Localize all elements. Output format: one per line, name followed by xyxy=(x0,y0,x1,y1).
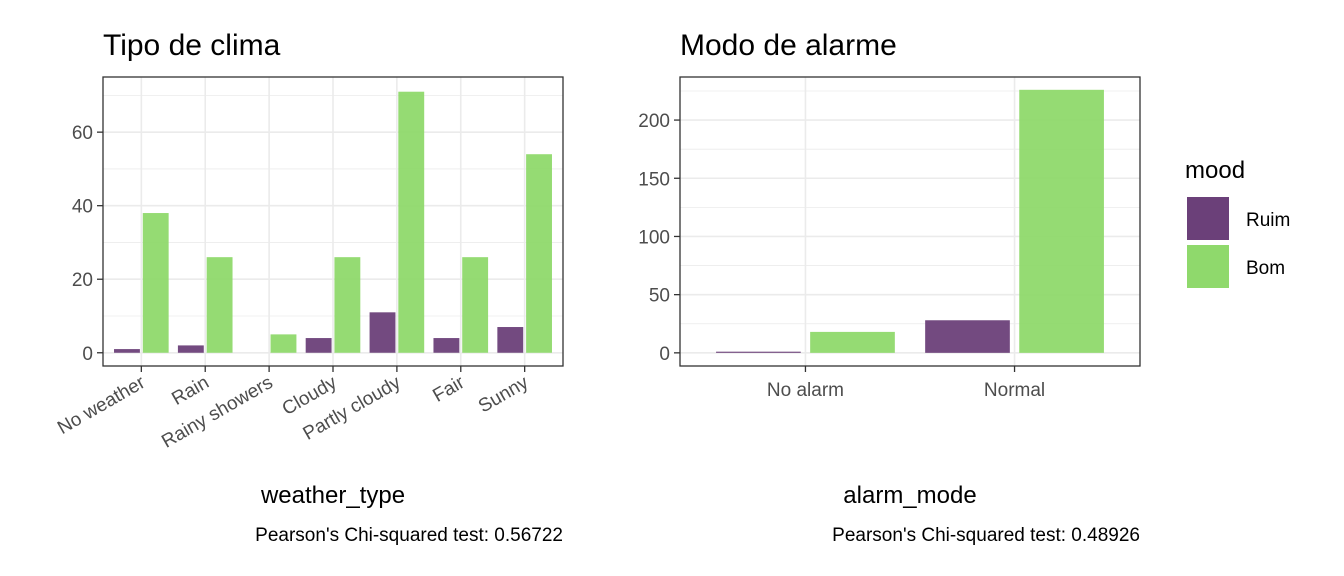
x-tick-label: Rain xyxy=(168,372,212,410)
bar-ruim xyxy=(177,345,204,353)
y-tick-label: 40 xyxy=(72,197,93,218)
x-tick-label: Normal xyxy=(984,380,1045,401)
x-tick-label: Rainy showers xyxy=(158,372,276,452)
chart-title: Modo de alarme xyxy=(680,29,897,62)
y-tick-label: 100 xyxy=(638,227,670,248)
bar-bom xyxy=(142,213,169,353)
x-tick-label: No weather xyxy=(54,372,149,439)
chi-squared-caption: Pearson's Chi-squared test: 0.56722 xyxy=(255,525,563,546)
bar-ruim xyxy=(305,338,332,353)
bar-ruim xyxy=(925,320,1010,353)
y-tick-label: 50 xyxy=(649,286,670,307)
bar-ruim xyxy=(716,351,801,353)
bar-ruim xyxy=(114,349,140,353)
x-axis-label: weather_type xyxy=(260,482,405,509)
legend-swatch-bom xyxy=(1187,245,1229,288)
y-axis: 0 50 100 150 200 xyxy=(638,111,680,365)
bars xyxy=(716,89,1104,353)
legend-swatch-ruim xyxy=(1187,197,1229,240)
chart-title: Tipo de clima xyxy=(103,29,281,62)
x-axis-label: alarm_mode xyxy=(843,482,976,509)
bar-ruim xyxy=(433,338,460,353)
x-tick-label: Sunny xyxy=(475,372,533,417)
legend: mood Ruim Bom xyxy=(1185,157,1290,288)
bar-bom xyxy=(398,91,425,353)
legend-title: mood xyxy=(1185,157,1245,184)
bars xyxy=(114,91,552,353)
alarm-mode-chart: Modo de alarme 0 50 100 150 200 No alarm Norm… xyxy=(638,29,1141,546)
grid xyxy=(103,77,563,366)
bar-bom xyxy=(810,331,895,353)
legend-label-ruim: Ruim xyxy=(1246,210,1290,231)
y-axis: 0 20 40 60 xyxy=(72,123,103,365)
bar-ruim xyxy=(369,312,396,353)
bar-bom xyxy=(334,257,361,353)
bar-bom xyxy=(206,257,233,353)
y-tick-label: 20 xyxy=(72,270,93,291)
chi-squared-caption: Pearson's Chi-squared test: 0.48926 xyxy=(832,525,1140,546)
bar-bom xyxy=(462,257,489,353)
bar-ruim xyxy=(497,327,524,353)
x-tick-label: No alarm xyxy=(767,380,844,401)
panel-border xyxy=(679,76,1141,367)
y-tick-label: 200 xyxy=(638,111,670,132)
legend-label-bom: Bom xyxy=(1246,258,1285,279)
x-tick-label: Fair xyxy=(429,372,468,407)
bar-bom xyxy=(526,154,552,353)
bar-bom xyxy=(270,334,297,353)
y-tick-label: 0 xyxy=(659,344,670,365)
weather-type-chart: Tipo de clima 0 20 40 60 No weather RainRain… xyxy=(54,29,564,546)
y-tick-label: 60 xyxy=(72,123,93,144)
y-tick-label: 0 xyxy=(82,344,93,365)
y-tick-label: 150 xyxy=(638,169,670,190)
x-axis: No alarm Normal xyxy=(767,366,1045,401)
bar-bom xyxy=(1019,89,1104,353)
